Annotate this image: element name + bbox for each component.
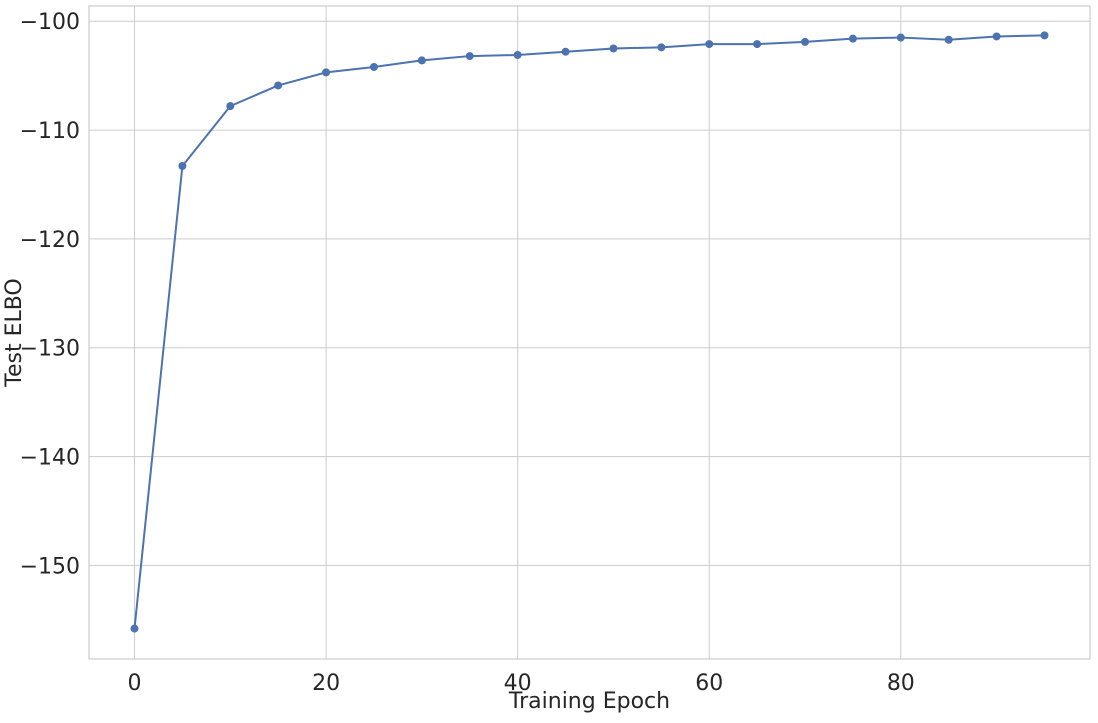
data-point (322, 68, 331, 77)
x-tick-labels: 0 20 40 60 80 (128, 671, 915, 696)
data-point (465, 52, 474, 61)
series-layer (130, 31, 1049, 633)
y-axis-label: Test ELBO (2, 278, 27, 388)
y-tick-labels: −150 −140 −130 −120 −110 −100 (20, 10, 80, 579)
x-tick-label: 80 (887, 671, 915, 696)
data-point (226, 102, 235, 111)
y-tick-label: −140 (20, 446, 80, 471)
y-tick-label: −100 (20, 10, 80, 35)
data-point (513, 50, 522, 59)
data-point (369, 62, 378, 71)
data-point (992, 32, 1001, 41)
data-point (753, 40, 762, 49)
x-tick-label: 40 (504, 671, 532, 696)
plot-frame (88, 5, 1091, 660)
data-point (848, 34, 857, 43)
series-line (133, 34, 1045, 629)
data-point (801, 37, 810, 46)
y-tick-label: −150 (20, 554, 80, 579)
data-point (1040, 31, 1049, 40)
y-tick-label: −120 (20, 228, 80, 253)
x-tick-label: 0 (128, 671, 142, 696)
data-point (178, 161, 187, 170)
data-point (274, 81, 283, 90)
y-tick-label: −110 (20, 119, 80, 144)
y-tick-label: −130 (20, 337, 80, 362)
data-point (705, 40, 714, 49)
x-tick-label: 20 (312, 671, 340, 696)
data-point (896, 33, 905, 42)
x-tick-label: 60 (695, 671, 723, 696)
data-point (130, 624, 139, 633)
data-point (657, 43, 666, 52)
data-point (417, 56, 426, 65)
data-point (944, 35, 953, 44)
data-point (561, 47, 570, 56)
data-point (609, 44, 618, 53)
grid-layer (89, 6, 1090, 659)
x-axis-label: Training Epoch (508, 689, 670, 714)
